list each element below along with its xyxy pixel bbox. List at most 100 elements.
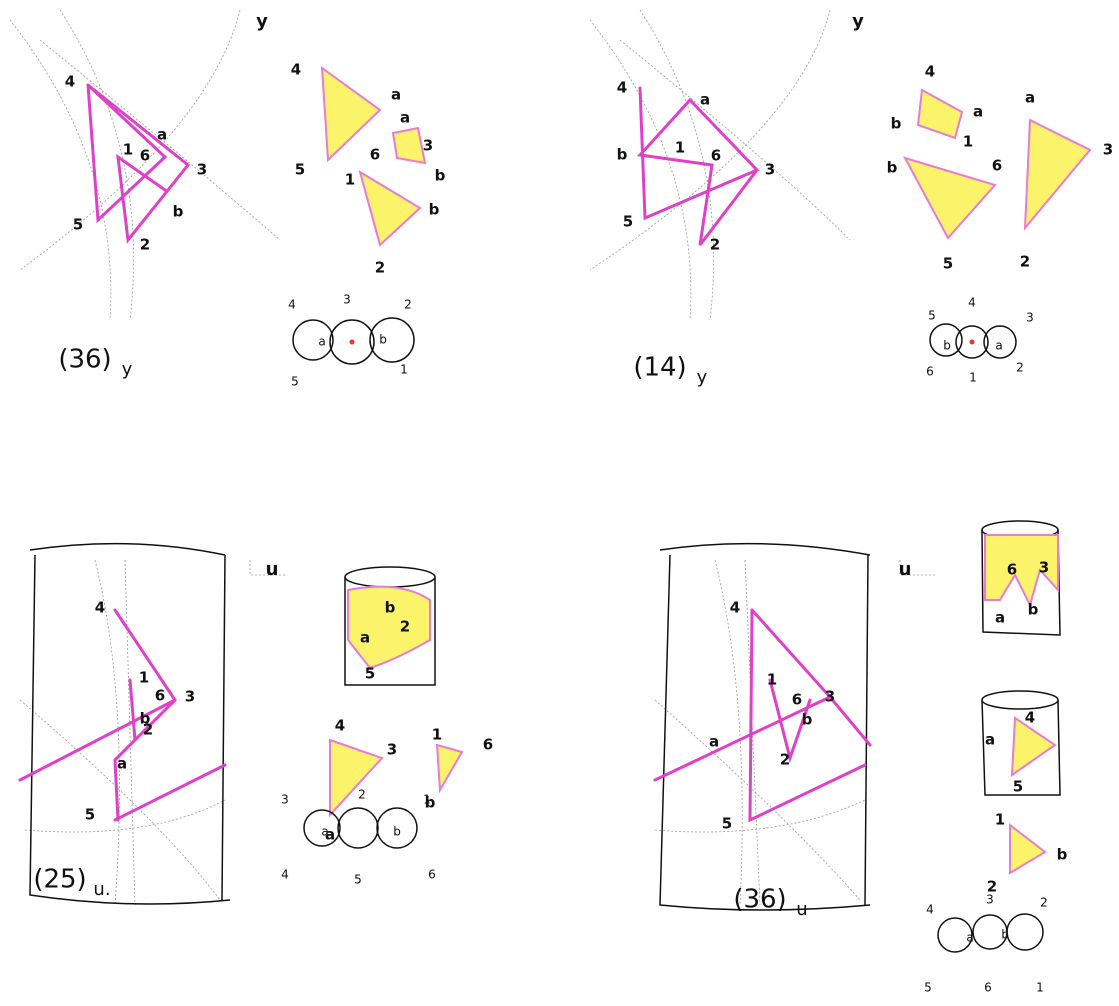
sketch-label: 5 <box>623 213 633 231</box>
pieces-label: 4 <box>335 717 345 735</box>
pieces-label: 4 <box>1025 709 1035 727</box>
graph-label: 4 <box>926 903 934 917</box>
caption-subscript: y <box>697 367 708 388</box>
sketch-label: 3 <box>825 688 835 706</box>
graph-label: 6 <box>984 981 992 995</box>
pieces-label: b <box>435 167 446 185</box>
sketch-label: 4 <box>617 79 627 97</box>
pieces-label: 4 <box>291 61 301 79</box>
pieces-label: a <box>973 103 983 121</box>
pieces-label: 2 <box>400 618 410 636</box>
graph-label: b <box>393 825 401 839</box>
sketch-label: a <box>117 755 127 773</box>
pieces-label: b <box>1028 601 1039 619</box>
sketch-label: 2 <box>140 236 150 254</box>
graph-label: 3 <box>986 893 994 907</box>
pieces-label: 6 <box>483 736 493 754</box>
sketch-label: 3 <box>185 688 195 706</box>
graph-label: 2 <box>1040 896 1048 910</box>
pieces-label: a <box>400 109 410 127</box>
pieces-label: b <box>425 794 436 812</box>
guide-lines <box>9 9 935 906</box>
pieces-label: 5 <box>943 255 953 273</box>
caption: (36) <box>733 885 786 915</box>
pieces-label: 2 <box>987 878 997 896</box>
pieces-label: 4 <box>925 63 935 81</box>
graph-label: b <box>379 333 387 347</box>
graph-label: 5 <box>291 375 299 389</box>
pieces-label: b <box>385 599 396 617</box>
graph-label: 6 <box>428 868 436 882</box>
graph-label: 1 <box>969 371 977 385</box>
pieces-label: 1 <box>345 171 355 189</box>
graph-label: 1 <box>423 793 431 807</box>
pieces-label: 6 <box>370 146 380 164</box>
graph-label: 6 <box>926 365 934 379</box>
sketch-label: 2 <box>143 721 153 739</box>
pieces-label: a <box>985 731 995 749</box>
sketch-label: 1 <box>139 669 149 687</box>
sketch-label: b <box>173 203 184 221</box>
caption: (25) <box>33 865 86 895</box>
pieces-label: 3 <box>423 137 433 155</box>
graph-label: 1 <box>1036 981 1044 995</box>
pieces-label: 5 <box>1013 778 1023 796</box>
caption: (14) <box>633 353 686 383</box>
sketch-label: b <box>802 711 813 729</box>
corner-label: y <box>256 11 268 32</box>
pieces-label: a <box>391 86 401 104</box>
graph-label: b <box>1001 928 1009 942</box>
sketch-label: a <box>157 126 167 144</box>
graph-label: 3 <box>1026 311 1034 325</box>
pieces-label: b <box>887 159 898 177</box>
corner-label: u <box>266 559 279 580</box>
pieces-label: a <box>360 629 370 647</box>
sketch-label: a <box>700 91 710 109</box>
graph-label: 5 <box>354 873 362 887</box>
sketch-label: 1 <box>675 139 685 157</box>
graph-label: 4 <box>968 296 976 310</box>
sketch-label: 3 <box>765 161 775 179</box>
graph-label: a <box>318 335 325 349</box>
pieces-label: 2 <box>375 259 385 277</box>
sketch-label: 2 <box>780 751 790 769</box>
caption-subscript: u <box>796 899 807 920</box>
pieces-label: 5 <box>365 665 375 683</box>
caption: (36) <box>58 345 111 375</box>
pieces-label: 2 <box>1020 253 1030 271</box>
sketch-label: 5 <box>85 806 95 824</box>
corner-label: u <box>899 559 912 580</box>
graph-label: a <box>321 825 328 839</box>
sketch-label: 3 <box>197 161 207 179</box>
pieces-label: b <box>429 201 440 219</box>
sketch-label: b <box>617 146 628 164</box>
sketch-label: 1 <box>123 141 133 159</box>
pieces-label: 6 <box>992 157 1002 175</box>
sketch-label: 5 <box>73 216 83 234</box>
graph-label: 2 <box>358 788 366 802</box>
pieces-label: 6 <box>1007 561 1017 579</box>
pieces-label: 1 <box>432 726 442 744</box>
sketch-label: b <box>140 710 151 728</box>
corner-label: y <box>852 11 864 32</box>
graphs <box>292 317 1044 953</box>
graph-label: 3 <box>343 293 351 307</box>
graph-label: 2 <box>404 298 412 312</box>
pieces-label: 3 <box>1103 141 1113 159</box>
graph-label: 4 <box>281 868 289 882</box>
graph-label: 1 <box>400 363 408 377</box>
graph-label: 5 <box>928 309 936 323</box>
sketch-label: 6 <box>155 687 165 705</box>
graph-label: a <box>995 339 1002 353</box>
sketch-label: 1 <box>767 671 777 689</box>
pieces-label: b <box>891 115 902 133</box>
pieces-label: b <box>1057 846 1068 864</box>
pieces-label: a <box>1025 89 1035 107</box>
sketch-label: 6 <box>792 691 802 709</box>
sketch-label: a <box>709 733 719 751</box>
graph-label: 5 <box>924 981 932 995</box>
boxes <box>29 520 1061 911</box>
pieces-label: 5 <box>295 161 305 179</box>
